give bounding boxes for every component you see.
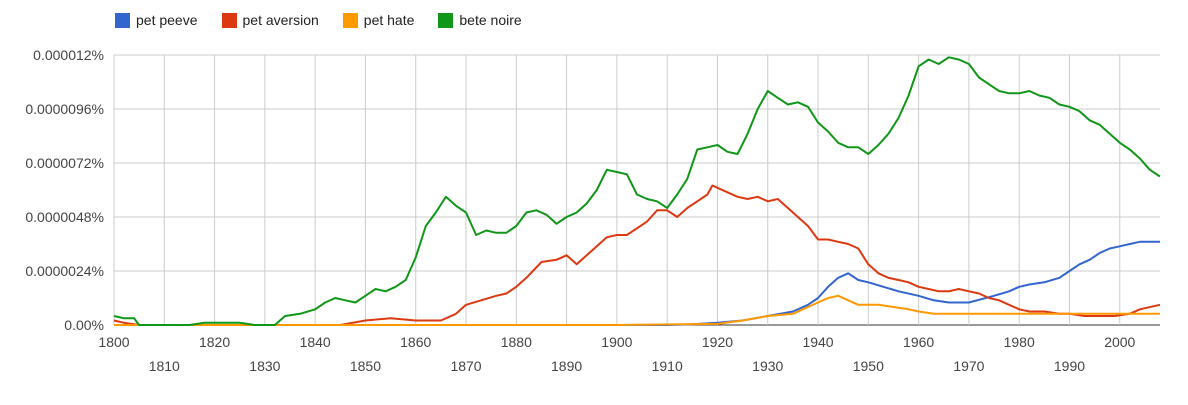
series-line-bete-noire[interactable] [113,56,1161,326]
legend-label: pet hate [363,12,415,28]
x-tick-label: 1920 [702,334,733,350]
legend-item-pet-aversion[interactable]: pet aversion [221,12,319,28]
x-tick-label: 1980 [1004,334,1035,350]
y-tick-label: 0.0000072% [25,155,104,171]
series-line-pet-aversion[interactable] [113,184,1161,326]
x-tick-label: 1840 [300,334,331,350]
y-tick-label: 0.0000048% [25,209,104,225]
x-tick-label: 1850 [350,358,381,374]
y-tick-label: 0.0000024% [25,263,104,279]
legend-swatch [115,12,130,28]
x-tick-label: 1880 [501,334,532,350]
x-tick-label: 2000 [1104,334,1135,350]
legend-swatch [221,12,237,28]
x-tick-label: 1950 [853,358,884,374]
x-tick-label: 1970 [953,358,984,374]
legend-label: bete noire [459,12,522,28]
x-tick-label: 1830 [249,358,280,374]
x-tick-label: 1930 [752,358,783,374]
y-tick-label: 0.00% [64,317,104,333]
y-tick-label: 0.000012% [33,47,104,63]
x-tick-label: 1820 [199,334,230,350]
series-line-pet-hate[interactable] [114,294,1160,326]
x-tick-label: 1990 [1054,358,1085,374]
x-tick-label: 1870 [450,358,481,374]
x-tick-label: 1800 [98,334,129,350]
legend-item-pet-peeve[interactable]: pet peeve [115,12,198,28]
x-tick-label: 1900 [601,334,632,350]
legend-swatch [438,12,454,28]
x-tick-label: 1890 [551,358,582,374]
x-tick-label: 1810 [149,358,180,374]
x-tick-label: 1860 [400,334,431,350]
legend-label: pet peeve [136,12,198,28]
x-tick-label: 1940 [802,334,833,350]
legend-item-bete-noire[interactable]: bete noire [438,12,522,28]
legend-label: pet aversion [242,12,319,28]
series-line-pet-peeve[interactable] [114,240,1160,326]
legend-swatch [342,12,358,28]
legend: pet peeve pet aversion pet hate bete noire [115,10,546,30]
y-tick-label: 0.0000096% [25,101,104,117]
legend-item-pet-hate[interactable]: pet hate [342,12,415,28]
x-tick-label: 1910 [652,358,683,374]
x-tick-label: 1960 [903,334,934,350]
